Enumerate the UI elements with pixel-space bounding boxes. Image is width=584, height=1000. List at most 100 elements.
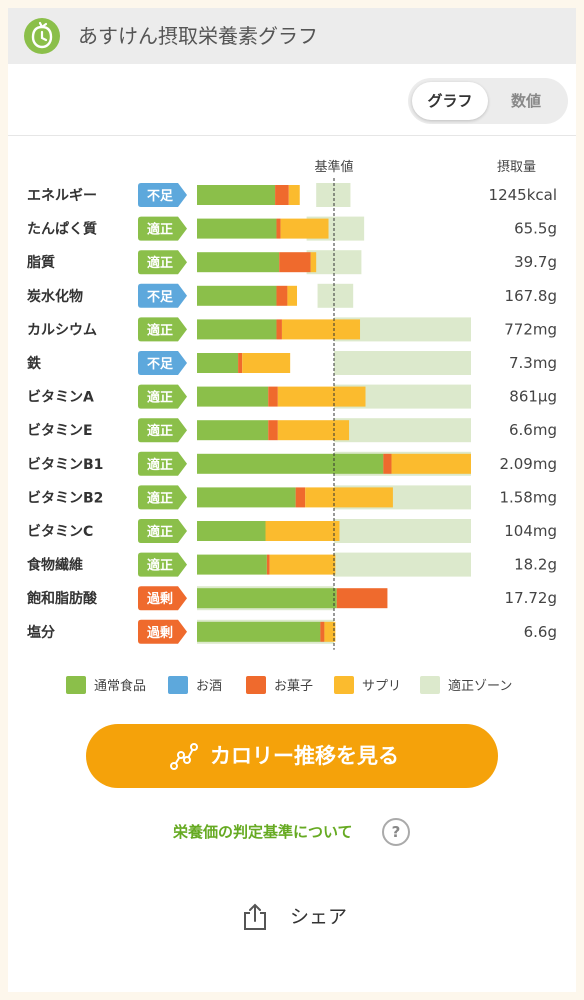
calorie-trend-label: カロリー推移を見る <box>210 744 399 768</box>
nutrient-label: 炭水化物 <box>27 288 83 305</box>
bar-segment-sweets <box>266 554 270 575</box>
bar-segment-supplement <box>265 521 340 541</box>
bar-segment-supplement <box>281 319 361 340</box>
status-badge-label: 過剰 <box>146 625 173 641</box>
intake-amount: 18.2g <box>514 556 557 574</box>
optimal-zone <box>317 283 354 308</box>
status-badge <box>138 485 187 510</box>
status-badge-label: 適正 <box>147 490 173 506</box>
legend-label: お菓子 <box>274 679 314 694</box>
bar-segment-sweets <box>275 185 289 205</box>
legend-label: サプリ <box>362 679 402 694</box>
nutrient-label: エネルギー <box>27 187 97 204</box>
share-icon <box>244 903 266 930</box>
optimal-zone <box>316 183 351 207</box>
bar-segment-normal <box>197 252 280 273</box>
bar-segment-sweets <box>336 588 388 609</box>
bar-segment-supplement <box>288 185 300 205</box>
optimal-zone <box>334 552 471 577</box>
status-badge <box>138 250 187 275</box>
intake-amount: 1245kcal <box>489 186 557 204</box>
bar-segment-sweets <box>238 353 243 373</box>
bar-segment-normal <box>197 218 277 239</box>
status-badge <box>138 384 187 409</box>
status-badge-label: 不足 <box>147 189 174 204</box>
status-badge-label: 適正 <box>147 558 173 574</box>
bar-segment-sweets <box>268 420 278 441</box>
intake-amount: 104mg <box>504 522 557 540</box>
status-badge <box>138 283 187 308</box>
status-badge <box>138 451 187 476</box>
intake-amount: 1.58mg <box>499 488 557 506</box>
status-badge-label: 不足 <box>147 357 174 372</box>
status-badge <box>138 317 187 342</box>
status-badge <box>138 183 187 207</box>
intake-amount: 167.8g <box>505 287 557 305</box>
status-badge <box>138 216 187 241</box>
legend-label: 通常食品 <box>94 679 147 694</box>
bar-segment-sweets <box>276 218 281 239</box>
status-badge-label: 適正 <box>147 255 173 271</box>
intake-amount: 6.6g <box>524 623 557 641</box>
bar-segment-normal <box>197 319 277 340</box>
status-badge-label: 適正 <box>147 322 173 338</box>
legend-label: お酒 <box>196 679 223 694</box>
legend-label: 適正ゾーン <box>448 679 513 694</box>
criteria-link[interactable]: 栄養価の判定基準について <box>173 823 353 841</box>
bar-segment-normal <box>197 453 384 474</box>
bar-segment-sweets <box>276 285 288 306</box>
nutrient-label: ビタミンB1 <box>27 457 103 473</box>
line-chart-icon <box>170 743 198 770</box>
optimal-zone <box>334 418 471 443</box>
legend-swatch <box>420 676 440 694</box>
bar-segment-normal <box>197 487 296 508</box>
intake-amount: 861μg <box>509 388 557 406</box>
optimal-zone <box>334 351 471 375</box>
nutrient-label: ビタミンA <box>27 390 94 406</box>
view-toggle: グラフ 数値 <box>408 78 568 124</box>
bar-segment-normal <box>197 386 269 407</box>
bar-segment-supplement <box>269 554 336 575</box>
status-badge-label: 不足 <box>147 290 174 305</box>
status-badge <box>138 552 187 577</box>
legend-item: サプリ <box>334 676 401 698</box>
bar-segment-sweets <box>279 252 311 273</box>
status-badge-label: 適正 <box>147 524 173 540</box>
legend-swatch <box>246 676 266 694</box>
legend-swatch <box>334 676 354 694</box>
bar-segment-normal <box>197 185 276 205</box>
apple-clock-logo-icon <box>24 18 60 54</box>
nutrient-label: ビタミンE <box>27 423 93 439</box>
bar-segment-supplement <box>391 453 471 474</box>
intake-amount: 39.7g <box>514 253 557 271</box>
reference-label: 基準値 <box>314 159 353 175</box>
status-badge-label: 適正 <box>147 390 173 406</box>
bar-segment-supplement <box>305 487 393 508</box>
legend-item: お菓子 <box>246 676 313 698</box>
bar-segment-supplement <box>277 420 350 441</box>
calorie-trend-button[interactable]: カロリー推移を見る <box>86 724 498 788</box>
bar-segment-supplement <box>287 285 298 306</box>
bar-segment-normal <box>197 353 239 373</box>
bar-segment-supplement <box>310 252 317 273</box>
bar-segment-normal <box>197 420 269 441</box>
bar-segment-sweets <box>276 319 282 340</box>
bar-segment-supplement <box>277 386 366 407</box>
divider <box>8 135 576 136</box>
tab-graph[interactable]: グラフ <box>412 82 488 120</box>
nutrient-label: 食物繊維 <box>27 557 83 574</box>
status-badge <box>138 418 187 443</box>
question-icon[interactable]: ? <box>382 818 410 846</box>
nutrition-card: あすけん摂取栄養素グラフ グラフ 数値 基準値 摂取量 エネルギー 不足 1245kca… <box>8 8 576 992</box>
tab-values[interactable]: 数値 <box>510 92 541 110</box>
bar-segment-normal <box>197 621 321 642</box>
legend-item: 適正ゾーン <box>420 676 512 698</box>
status-badge <box>138 351 187 375</box>
page-title: あすけん摂取栄養素グラフ <box>78 24 318 48</box>
bar-segment-sweets <box>295 487 306 508</box>
status-badge-label: 適正 <box>147 222 173 238</box>
share-label: シェア <box>290 906 348 928</box>
bar-segment-supplement <box>242 353 291 373</box>
status-badge <box>138 619 187 644</box>
